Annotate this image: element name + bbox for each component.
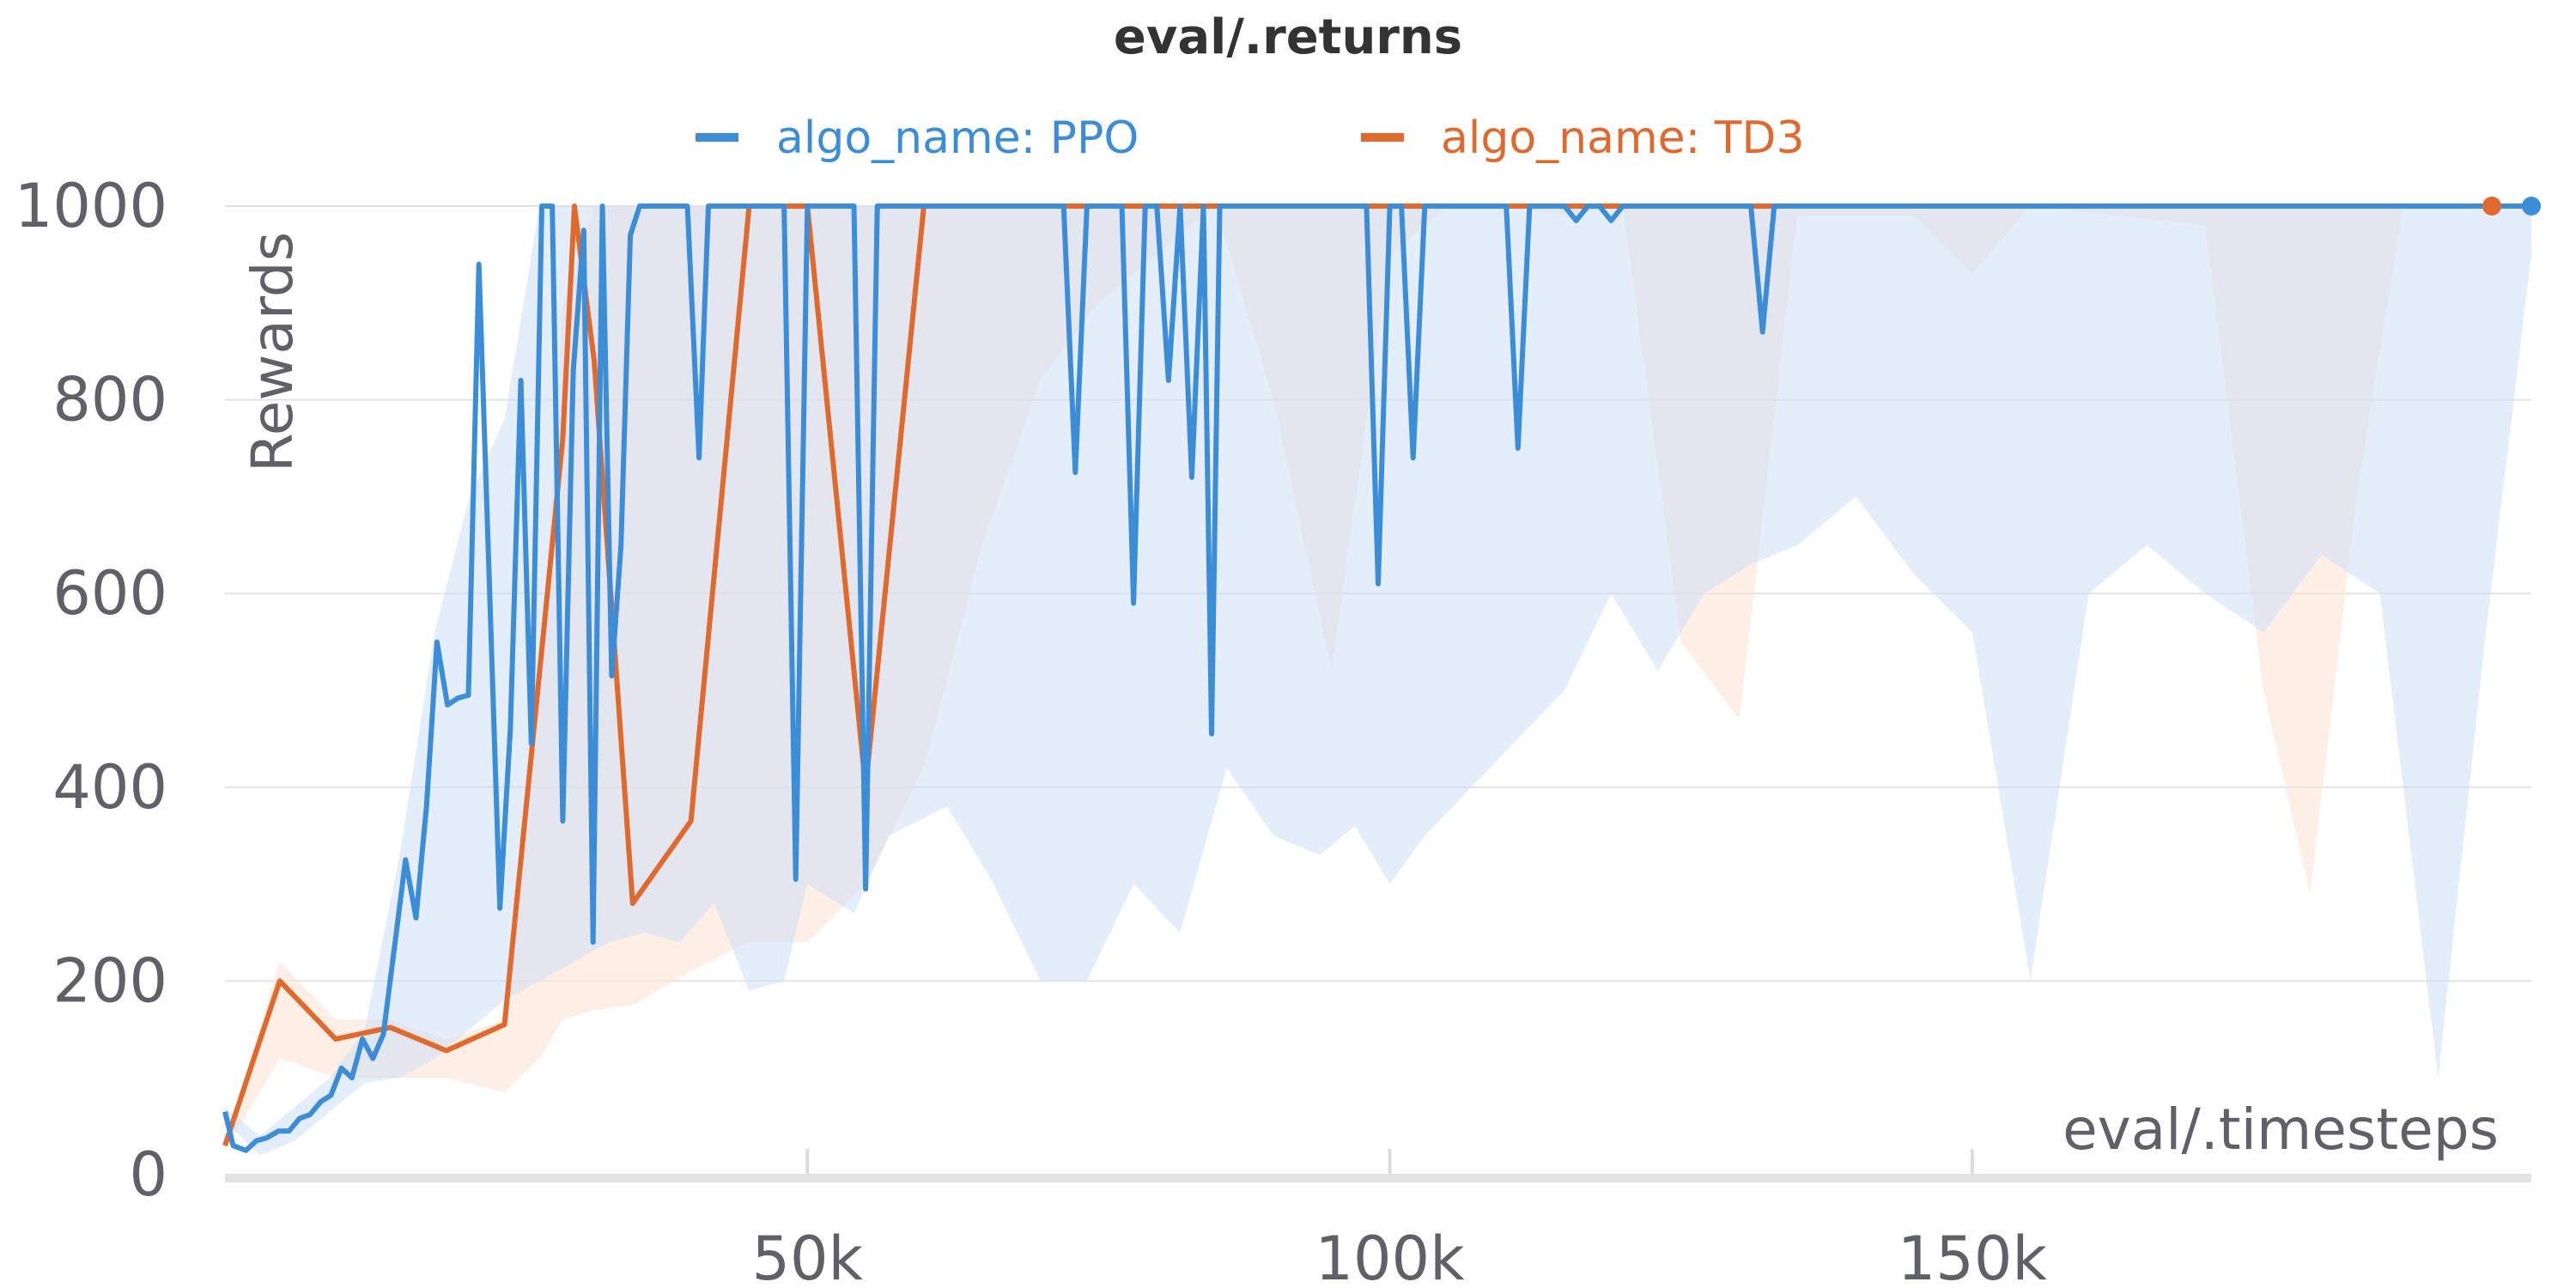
x-tick-label: 100k	[1315, 1224, 1465, 1288]
legend: algo_name: PPO algo_name: TD3	[696, 112, 1805, 164]
series-lines	[222, 204, 2531, 1153]
x-axis: 50k 100k 150k	[225, 1149, 2531, 1288]
y-tick-label: 600	[52, 558, 167, 629]
legend-label-ppo: algo_name: PPO	[776, 112, 1139, 164]
endpoint-td3	[2482, 197, 2501, 216]
chart-title: eval/.returns	[1114, 9, 1462, 65]
y-tick-label: 1000	[15, 171, 167, 241]
line-ppo	[222, 204, 2531, 1153]
series-endpoints	[2482, 197, 2541, 216]
confidence-bands	[225, 206, 2531, 1156]
y-tick-label: 800	[52, 365, 167, 435]
y-tick-label: 200	[52, 945, 167, 1016]
y-axis: 0 200 400 600 800 1000	[15, 171, 167, 1210]
y-axis-title: Rewards	[240, 232, 306, 472]
legend-label-td3: algo_name: TD3	[1441, 112, 1805, 164]
endpoint-ppo	[2522, 197, 2541, 216]
x-tick-label: 50k	[751, 1224, 863, 1288]
x-axis-title: eval/.timesteps	[2063, 1097, 2499, 1163]
y-tick-label: 0	[129, 1139, 167, 1210]
x-tick-label: 150k	[1898, 1224, 2048, 1288]
y-tick-label: 400	[52, 752, 167, 823]
